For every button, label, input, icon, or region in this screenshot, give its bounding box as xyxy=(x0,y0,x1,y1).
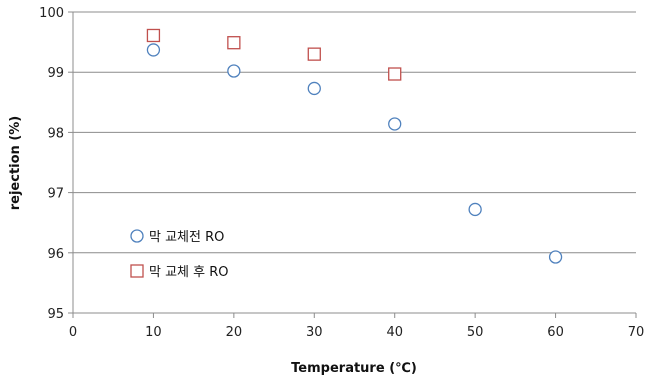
x-tick-label: 20 xyxy=(226,325,243,340)
data-point-series-1 xyxy=(307,81,321,96)
y-tick-label: 96 xyxy=(47,247,64,262)
data-point-series-1 xyxy=(548,250,563,264)
y-tick-label: 95 xyxy=(47,307,64,322)
x-tick-label: 50 xyxy=(467,325,484,340)
data-point-series-1 xyxy=(388,117,402,131)
x-tick-label: 70 xyxy=(628,325,645,340)
y-tick-label: 100 xyxy=(39,6,64,21)
x-tick-labels: 0 10 20 30 40 50 60 70 xyxy=(69,325,644,340)
legend-label-series-1: 막 교체전 RO xyxy=(149,230,224,245)
x-tick-label: 40 xyxy=(386,325,403,340)
axes xyxy=(68,11,637,318)
y-tick-label: 99 xyxy=(47,66,64,81)
data-point-series-1 xyxy=(146,43,161,57)
x-tick-label: 30 xyxy=(306,325,323,340)
data-point-series-1 xyxy=(227,64,241,78)
data-point-series-2 xyxy=(388,67,402,81)
data-point-series-2 xyxy=(146,28,161,43)
data-point-series-2 xyxy=(227,36,241,50)
x-tick-label: 10 xyxy=(145,325,162,340)
x-axis-label: Temperature (℃) xyxy=(291,361,417,376)
legend-marker-series-2 xyxy=(130,264,144,278)
y-axis-label: rejection (%) xyxy=(8,116,23,211)
data-points xyxy=(146,28,563,264)
x-tick-label: 0 xyxy=(69,325,77,340)
data-point-series-2 xyxy=(307,47,321,61)
legend-marker-series-1 xyxy=(130,229,144,243)
legend-label-series-2: 막 교체 후 RO xyxy=(149,265,229,280)
y-tick-label: 98 xyxy=(47,126,64,141)
y-tick-label: 97 xyxy=(47,187,64,202)
legend: 막 교체전 RO 막 교체 후 RO xyxy=(130,229,229,280)
y-tick-labels: 95 96 97 98 99 100 xyxy=(39,6,64,322)
x-tick-label: 60 xyxy=(547,325,564,340)
data-point-series-1 xyxy=(468,202,482,217)
